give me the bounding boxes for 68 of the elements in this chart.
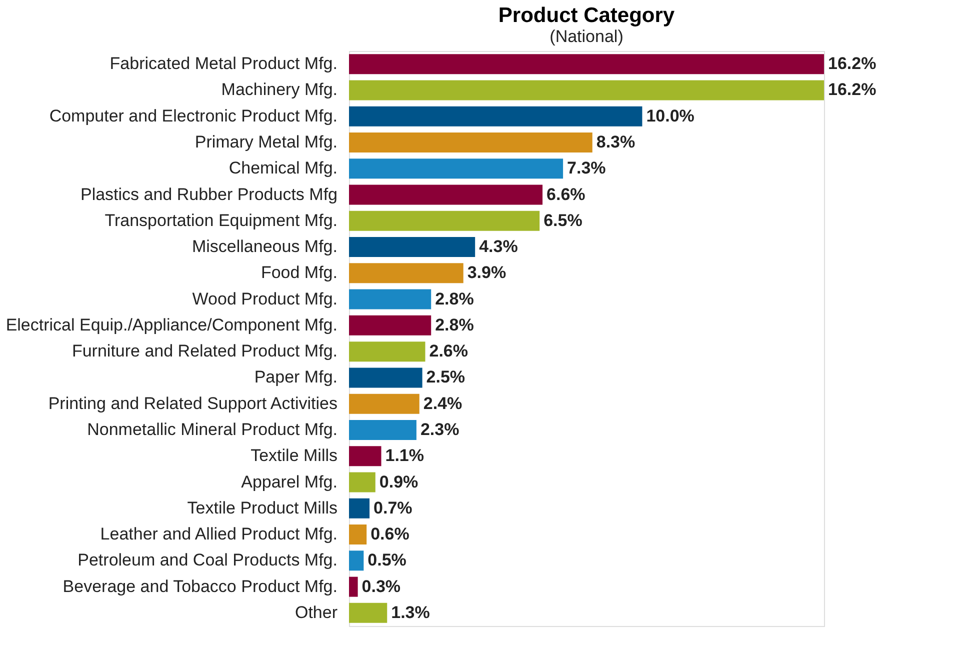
y-tick-label: Textile Mills (250, 446, 338, 466)
y-tick-label: Beverage and Tobacco Product Mfg. (62, 576, 338, 596)
bar (349, 132, 592, 152)
y-tick-label: Food Mfg. (260, 263, 338, 282)
data-label: 2.8% (435, 315, 474, 334)
bar (349, 237, 476, 258)
bar (349, 184, 543, 205)
y-tick-label: Machinery Mfg. (221, 80, 338, 100)
bar (349, 80, 824, 100)
data-label: 0.3% (362, 576, 401, 596)
bar (349, 524, 367, 545)
chart-subtitle: (National) (550, 27, 624, 46)
bar (349, 263, 464, 284)
y-tick-label: Furniture and Related Product Mfg. (72, 342, 338, 361)
bar (349, 394, 420, 414)
bar (349, 54, 824, 74)
data-label: 6.5% (544, 210, 582, 230)
bar (349, 472, 376, 492)
y-tick-label: Computer and Electronic Product Mfg. (49, 106, 338, 126)
y-tick-label: Textile Product Mills (187, 498, 338, 518)
bar (349, 315, 432, 336)
bar (349, 158, 564, 179)
data-label: 6.6% (546, 184, 586, 204)
y-tick-label: Other (294, 602, 338, 622)
y-tick-label: Chemical Mfg. (228, 158, 338, 178)
data-label: 0.5% (368, 550, 406, 570)
data-label: 3.9% (467, 263, 506, 282)
y-tick-label: Fabricated Metal Product Mfg. (110, 54, 338, 74)
data-label: 0.9% (379, 472, 418, 492)
bar (349, 368, 422, 388)
data-label: 10.0% (646, 106, 694, 126)
data-label: 7.3% (567, 158, 606, 178)
data-label: 0.6% (370, 524, 410, 544)
bar (349, 342, 426, 362)
y-tick-label: Leather and Allied Product Mfg. (100, 524, 338, 544)
y-tick-label: Wood Product Mfg. (192, 289, 338, 308)
y-tick-label: Plastics and Rubber Products Mfg (80, 184, 338, 204)
data-label: 1.3% (391, 602, 430, 622)
y-tick-label: Primary Metal Mfg. (194, 132, 338, 152)
bar (349, 602, 388, 623)
bar (349, 420, 416, 440)
data-label: 8.3% (596, 132, 636, 152)
bar (349, 289, 432, 310)
data-label: 2.8% (435, 289, 474, 308)
y-tick-label: Printing and Related Support Activities (48, 394, 338, 413)
bar (349, 446, 382, 466)
y-tick-label: Electrical Equip./Appliance/Component Mfg. (6, 315, 338, 334)
data-label: 2.6% (429, 342, 468, 361)
data-label: 4.3% (479, 237, 518, 256)
y-tick-label: Transportation Equipment Mfg. (104, 210, 338, 230)
bar (349, 498, 370, 518)
data-label: 0.7% (374, 498, 412, 518)
bar (349, 550, 364, 571)
bar (349, 106, 642, 126)
data-label: 1.1% (385, 446, 424, 466)
chart-title: Product Category (498, 4, 675, 27)
data-label: 2.4% (423, 394, 462, 413)
y-tick-label: Paper Mfg. (254, 368, 338, 387)
y-tick-label: Nonmetallic Mineral Product Mfg. (87, 420, 338, 439)
data-label: 2.5% (426, 368, 466, 387)
bar (349, 576, 358, 597)
y-tick-label: Apparel Mfg. (241, 472, 338, 492)
y-tick-label: Miscellaneous Mfg. (192, 237, 338, 256)
data-label: 16.2% (828, 54, 876, 74)
data-label: 16.2% (828, 80, 876, 100)
y-tick-label: Petroleum and Coal Products Mfg. (78, 550, 338, 570)
data-label: 2.3% (420, 420, 460, 439)
bar (349, 210, 540, 231)
